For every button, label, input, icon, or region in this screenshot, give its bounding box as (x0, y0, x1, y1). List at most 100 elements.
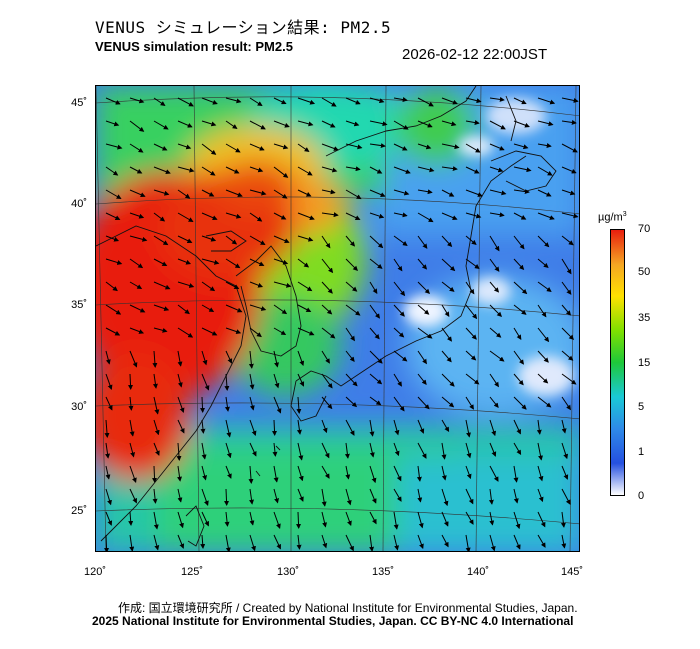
wind-arrow-399 (561, 534, 567, 549)
wind-arrow-208 (297, 327, 315, 336)
wind-arrow-51 (369, 143, 386, 149)
wind-arrow-10 (345, 97, 361, 105)
wind-arrow-370 (345, 511, 352, 527)
pm25-map[interactable] (95, 85, 580, 552)
wind-arrow-74 (441, 166, 458, 172)
wind-arrow-335 (465, 465, 472, 480)
wind-arrow-161 (129, 281, 143, 289)
wind-arrow-374 (441, 511, 449, 527)
wind-arrow-40 (105, 143, 123, 150)
wind-arrow-113 (417, 212, 434, 223)
wind-arrow-304 (201, 442, 207, 460)
wind-arrow-283 (177, 419, 185, 434)
wind-arrow-170 (345, 281, 358, 292)
wind-arrow-385 (225, 534, 231, 551)
wind-arrow-31 (369, 120, 388, 127)
wind-arrow-174 (441, 281, 455, 292)
wind-arrow-199 (561, 304, 572, 316)
wind-arrow-184 (201, 304, 215, 312)
wind-arrow-159 (561, 258, 572, 275)
wind-arrow-41 (129, 143, 144, 153)
wind-arrow-262 (153, 396, 160, 415)
wind-arrow-4 (201, 97, 218, 105)
wind-arrow-322 (152, 465, 158, 483)
wind-arrow-148 (297, 258, 310, 268)
wind-arrow-229 (321, 350, 330, 364)
wind-arrow-258 (537, 373, 549, 384)
wind-arrow-356 (488, 488, 494, 505)
wind-arrow-246 (249, 373, 255, 390)
wind-arrow-153 (417, 258, 428, 270)
wind-arrow-268 (296, 396, 302, 414)
wind-arrow-162 (153, 281, 171, 290)
wind-arrow-360 (105, 511, 113, 526)
wind-arrow-389 (321, 534, 328, 549)
wind-arrow-143 (177, 258, 192, 265)
wind-arrow-372 (393, 511, 399, 530)
wind-arrow-311 (369, 442, 375, 458)
wind-arrow-82 (153, 189, 170, 196)
wind-arrow-187 (273, 304, 288, 315)
wind-arrow-132 (393, 235, 408, 246)
wind-arrow-37 (513, 120, 530, 128)
wind-arrow-192 (393, 304, 405, 317)
wind-arrow-119 (561, 212, 579, 219)
wind-arrow-145 (225, 258, 241, 269)
wind-arrow-328 (297, 465, 304, 482)
wind-arrow-379 (560, 511, 566, 528)
wind-arrow-310 (344, 442, 350, 459)
wind-arrow-163 (177, 281, 195, 288)
wind-arrow-247 (273, 373, 280, 389)
wind-arrow-83 (177, 189, 191, 199)
wind-arrow-340 (105, 488, 112, 506)
wind-arrow-337 (513, 465, 519, 483)
wind-arrow-288 (296, 419, 302, 435)
wind-arrow-147 (273, 258, 289, 265)
wind-arrow-384 (200, 534, 206, 549)
wind-arrow-108 (297, 212, 315, 221)
wind-arrow-215 (465, 327, 477, 340)
wind-arrow-80 (105, 189, 122, 200)
wind-arrow-397 (513, 534, 521, 550)
wind-arrow-90 (345, 189, 362, 200)
wind-arrow-84 (201, 189, 215, 197)
wind-arrow-3 (177, 97, 194, 107)
wind-arrow-332 (393, 465, 402, 482)
wind-arrow-214 (441, 327, 452, 342)
wind-arrow-196 (489, 304, 503, 318)
wind-arrow-16 (489, 96, 505, 102)
wind-arrow-386 (249, 534, 256, 551)
wind-arrow-233 (417, 350, 427, 365)
wind-arrow-23 (177, 120, 193, 128)
wind-arrow-315 (465, 442, 472, 459)
wind-arrow-175 (465, 281, 475, 295)
wind-arrow-343 (177, 488, 183, 503)
wind-arrow-87 (273, 189, 288, 199)
wind-arrow-287 (272, 419, 278, 436)
lon-label-130: 130˚ (276, 566, 300, 578)
wind-arrow-131 (369, 235, 384, 249)
wind-arrow-363 (177, 511, 184, 529)
wind-arrow-91 (369, 189, 386, 197)
wind-arrow-220 (105, 350, 111, 365)
wind-arrow-255 (465, 373, 480, 385)
wind-arrow-202 (153, 327, 168, 333)
wind-arrow-57 (513, 143, 529, 150)
wind-arrow-127 (273, 235, 290, 244)
wind-arrow-96 (489, 189, 507, 196)
wind-arrow-180 (105, 304, 122, 315)
wind-arrow-259 (561, 373, 577, 385)
wind-arrow-320 (105, 465, 111, 480)
wind-arrow-366 (249, 511, 255, 526)
wind-arrow-141 (129, 258, 144, 269)
wind-arrow-24 (201, 120, 217, 127)
coastlines (96, 86, 557, 547)
wind-arrow-205 (225, 327, 242, 334)
wind-arrow-100 (105, 212, 121, 220)
wind-arrow-294 (441, 419, 450, 433)
wind-arrow-239 (561, 350, 574, 361)
wind-arrow-324 (201, 465, 207, 481)
wind-arrow-19 (561, 97, 579, 103)
wind-arrow-273 (417, 396, 430, 410)
wind-arrow-277 (513, 396, 527, 410)
